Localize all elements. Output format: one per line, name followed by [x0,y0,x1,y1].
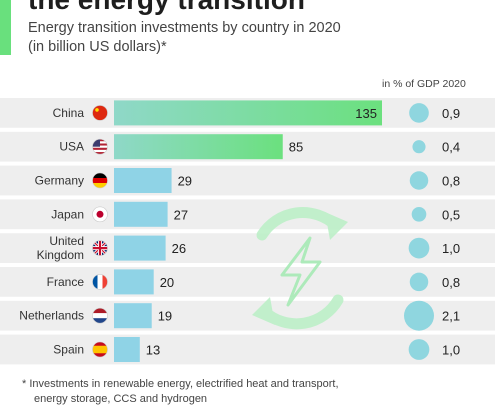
gdp-label: 1,0 [442,343,460,358]
gdp-bubble [411,206,427,222]
netherlands-flag-icon [92,307,108,324]
category-label: United Kingdom [37,234,84,262]
bar [114,303,152,329]
category-label: China [53,106,85,120]
germany-flag-icon [92,172,108,189]
value-label: 27 [174,207,188,222]
footnote-line-2: energy storage, CCS and hydrogen [34,393,208,405]
chart-row: Spain 13 1,0 [53,337,460,362]
subtitle-line-1: Energy transition investments by country… [28,20,341,36]
bar [114,134,283,160]
gdp-bubble [409,272,429,292]
gdp-label: 0,4 [442,140,460,155]
gdp-bubble [408,237,430,259]
category-label: Japan [51,207,84,221]
france-flag-icon [92,274,108,290]
china-flag-icon [92,105,108,121]
chart-subtitle: Energy transition investments by country… [28,19,341,57]
footnote-line-1: * Investments in renewable energy, elect… [22,378,339,390]
gdp-bubble [412,140,426,154]
bar [114,201,168,227]
subtitle-line-2: (in billion US dollars)* [28,39,167,55]
gdp-label: 2,1 [442,309,460,324]
gdp-column-label: in % of GDP 2020 [382,78,466,90]
chart-rows: China 135 0,9 USA 85 0,4 Germany 29 0,8 Japan 27 0,… [19,100,460,362]
usa-flag-icon [92,138,108,155]
gdp-label: 0,5 [442,207,460,222]
uk-flag-icon [92,240,108,256]
category-label: USA [59,140,84,154]
recycle-energy-icon [252,207,348,330]
gdp-label: 0,8 [442,275,460,290]
bar [114,168,172,193]
value-label: 85 [289,140,303,155]
value-label: 20 [160,275,174,290]
value-label: 135 [355,106,377,121]
gdp-bubble [409,103,429,123]
gdp-label: 0,8 [442,174,460,189]
japan-flag-icon [92,206,108,223]
value-label: 29 [178,174,192,189]
bar [114,269,154,295]
category-label: Netherlands [19,309,84,323]
category-label: France [47,275,85,289]
spain-flag-icon [92,341,108,358]
value-label: 26 [172,241,186,256]
chart-row: USA 85 0,4 [59,134,460,160]
bar [114,100,382,126]
chart-row: China 135 0,9 [53,100,460,126]
bar [114,235,166,261]
chart-row: Japan 27 0,5 [51,201,460,227]
gdp-label: 1,0 [442,241,460,256]
chart-title: the energy transition [28,0,305,16]
chart-row: United Kingdom 26 1,0 [37,234,460,262]
value-label: 19 [158,309,172,324]
gdp-bubble [408,339,430,360]
accent-bar [0,0,11,55]
gdp-label: 0,9 [442,106,460,121]
chart-row: Germany 29 0,8 [35,168,460,193]
category-label: Germany [35,174,84,188]
chart-row: Netherlands 19 2,1 [19,300,460,331]
category-label: Spain [53,343,84,357]
bar [114,337,140,362]
chart-row: France 20 0,8 [47,269,460,295]
gdp-bubble [409,171,429,190]
value-label: 13 [146,343,160,358]
gdp-bubble [404,300,434,331]
